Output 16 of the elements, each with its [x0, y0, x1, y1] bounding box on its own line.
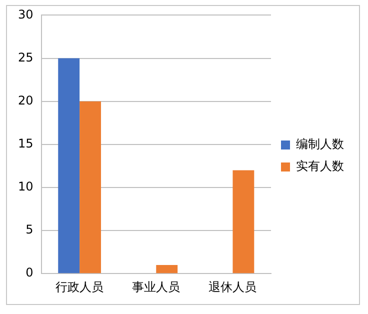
y-tick-label: 15 — [18, 136, 34, 151]
legend-label: 实有人数 — [296, 159, 344, 174]
bar — [80, 101, 101, 274]
x-tick-label: 行政人员 — [56, 280, 104, 294]
y-tick-label: 5 — [26, 222, 34, 237]
bar — [232, 170, 254, 274]
legend-label: 编制人数 — [296, 137, 344, 152]
x-tick-label: 退休人员 — [208, 280, 257, 294]
y-tick-label: 10 — [18, 180, 34, 194]
y-tick-label: 0 — [26, 266, 34, 280]
y-tick-label: 20 — [18, 93, 34, 108]
bar — [58, 58, 80, 274]
bar — [156, 264, 178, 274]
y-tick-label: 30 — [18, 7, 34, 22]
y-tick-label: 25 — [18, 50, 34, 64]
x-tick-label: 事业人员 — [132, 280, 180, 294]
